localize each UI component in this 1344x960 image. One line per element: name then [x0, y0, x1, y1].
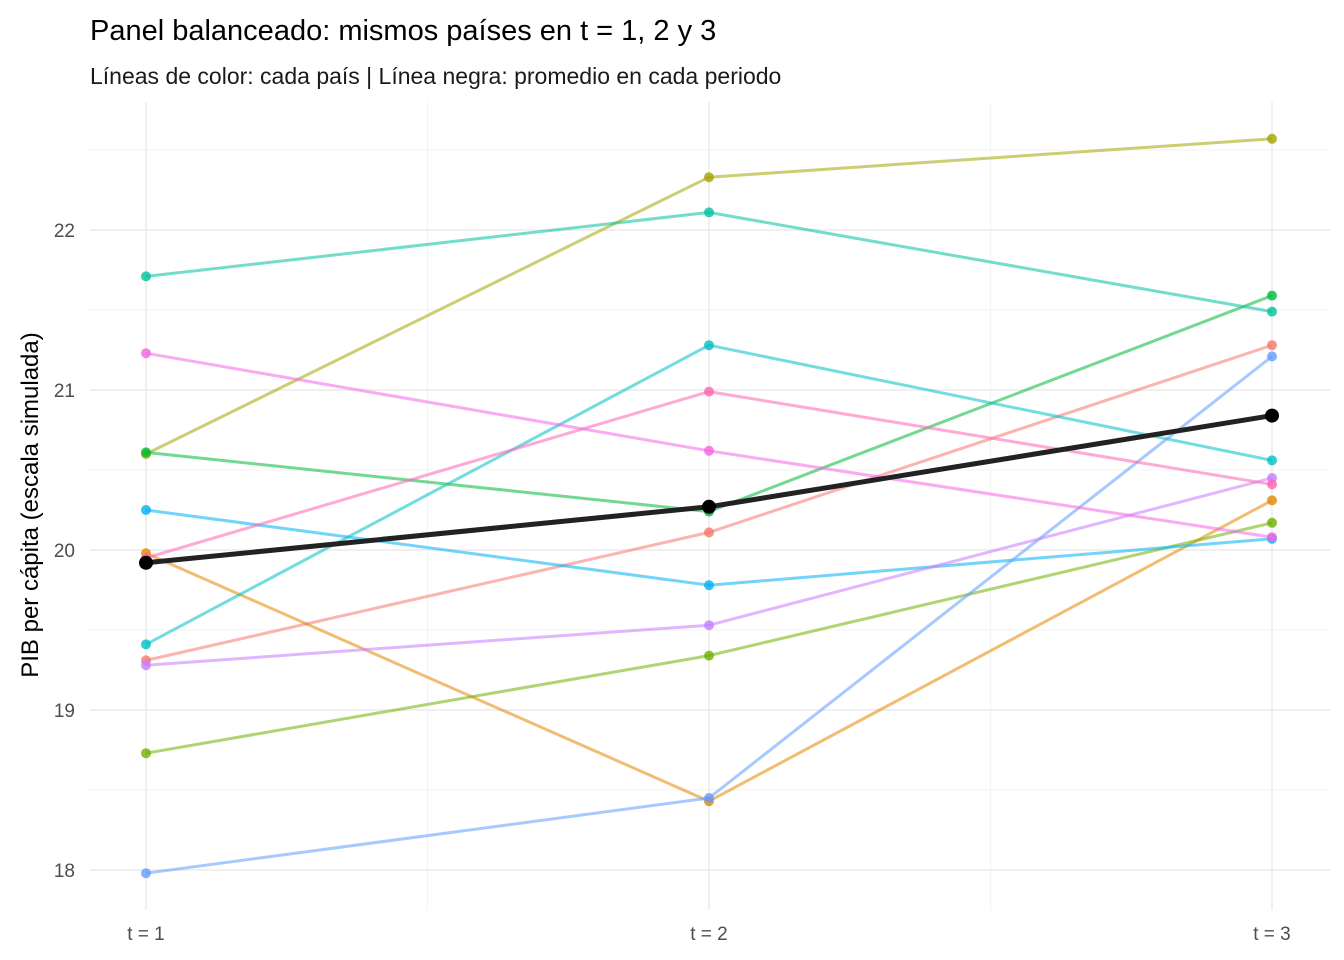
country-point: [1267, 133, 1277, 144]
country-point: [704, 445, 714, 456]
country-point: [704, 527, 714, 538]
country-point: [141, 639, 151, 650]
country-point: [1267, 455, 1277, 466]
y-tick-label: 18: [54, 861, 75, 882]
x-tick-label: t = 1: [127, 924, 165, 945]
country-point: [141, 868, 151, 879]
country-point: [704, 340, 714, 351]
country-point: [141, 505, 151, 515]
country-point: [141, 348, 151, 359]
country-point: [1267, 290, 1277, 301]
country-point: [1267, 495, 1277, 506]
y-tick-label: 21: [54, 381, 75, 402]
country-point: [704, 386, 714, 397]
country-point: [704, 620, 714, 631]
country-point: [1267, 306, 1277, 317]
y-tick-label: 19: [54, 701, 75, 722]
country-series: [141, 348, 1277, 543]
y-axis-label: PIB per cápita (escala simulada): [17, 332, 44, 678]
country-point: [141, 447, 151, 458]
country-point: [141, 271, 151, 282]
average-line: [139, 408, 1279, 570]
y-tick-labels: 18 19 20 21 22: [54, 221, 75, 882]
country-point: [1267, 479, 1277, 490]
average-point: [1265, 408, 1279, 423]
country-point: [704, 207, 714, 218]
country-series: [141, 505, 1277, 591]
country-point: [704, 650, 714, 661]
country-point: [1267, 517, 1277, 528]
y-tick-label: 20: [54, 541, 75, 562]
country-point: [141, 660, 151, 671]
country-point: [1267, 351, 1277, 362]
country-point: [1267, 532, 1277, 543]
country-point: [704, 580, 714, 591]
x-tick-label: t = 3: [1253, 924, 1291, 945]
average-point: [139, 555, 153, 570]
chart-subtitle: Líneas de color: cada país | Línea negra…: [90, 63, 781, 89]
x-tick-labels: t = 1 t = 2 t = 3: [127, 924, 1291, 945]
country-point: [704, 172, 714, 183]
country-series: [141, 351, 1277, 879]
country-point: [1267, 340, 1277, 351]
country-series: [141, 517, 1277, 759]
y-tick-label: 22: [54, 221, 75, 242]
country-point: [704, 793, 714, 803]
average-point: [702, 499, 716, 514]
country-series: [141, 207, 1277, 317]
chart-title: Panel balanceado: mismos países en t = 1…: [90, 15, 716, 47]
series-lines: [141, 133, 1277, 879]
x-tick-label: t = 2: [690, 924, 728, 945]
country-point: [141, 748, 151, 759]
